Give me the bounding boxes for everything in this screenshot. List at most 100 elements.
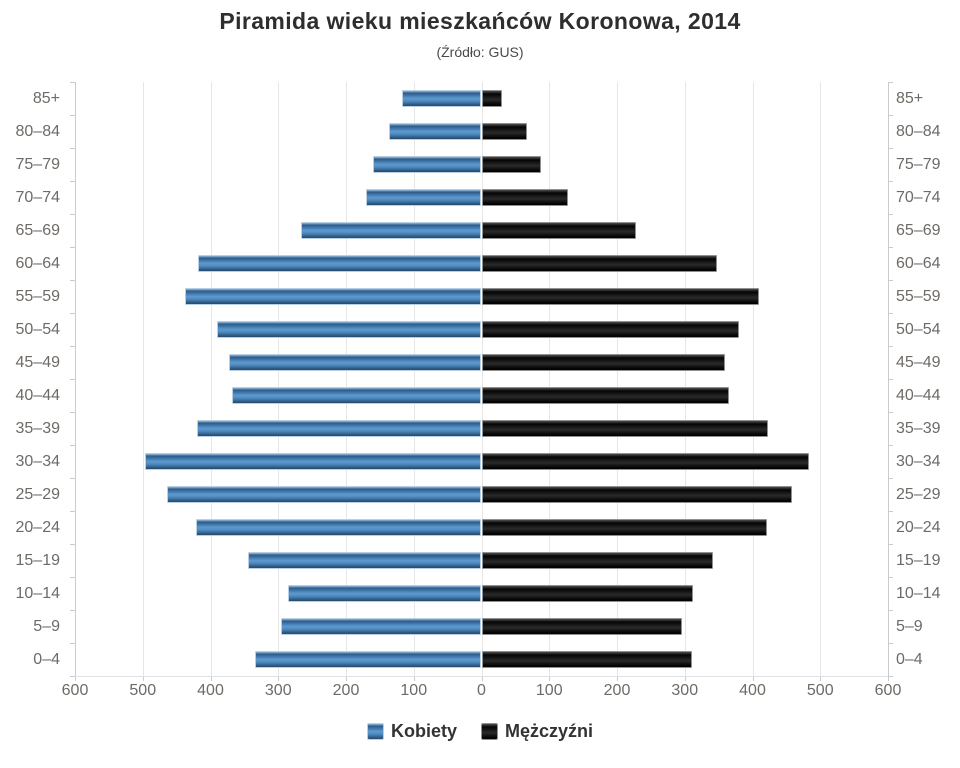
y-axis-label-left: 0–4 [33,651,60,668]
legend-item-mezczyzni[interactable]: Mężczyźni [480,721,593,742]
y-axis-label-left: 25–29 [15,486,61,503]
y-axis-label-left: 55–59 [15,288,61,305]
x-axis-tick-label: 0 [477,682,486,699]
y-axis-tick-left [70,280,75,281]
y-axis-label-right: 50–54 [896,321,941,338]
y-axis-line [75,82,76,676]
x-axis-tick-label: 500 [806,682,834,699]
gridline [210,82,212,676]
y-axis-label-left: 70–74 [15,189,61,206]
y-axis-tick-left [70,577,75,578]
y-axis-tick-left [70,148,75,149]
bar-mezczyzni-15–19 [481,552,714,569]
y-axis-label-right: 45–49 [896,354,941,371]
legend: Kobiety Mężczyźni [0,721,960,742]
gridline [549,82,551,676]
y-axis-label-right: 15–19 [896,552,941,569]
x-axis-tick [549,676,551,681]
y-axis-tick-right [888,478,893,479]
bar-mezczyzni-65–69 [481,222,636,239]
y-axis-label-left: 20–24 [15,519,61,536]
gridline [142,82,144,676]
y-axis-tick-left [70,82,75,83]
bar-kobiety-35–39 [196,420,482,437]
y-axis-label-left: 50–54 [15,321,61,338]
bar-kobiety-10–14 [287,585,482,602]
y-axis-label-right: 40–44 [896,387,941,404]
y-axis-tick-right [888,379,893,380]
y-axis-label-right: 30–34 [896,453,941,470]
y-axis-tick-left [70,445,75,446]
legend-label-kobiety: Kobiety [390,721,457,741]
legend-item-kobiety[interactable]: Kobiety [366,721,457,742]
y-axis-tick-left [70,214,75,215]
y-axis-label-right: 65–69 [896,222,941,239]
x-axis-tick [684,676,686,681]
x-axis-tick-label: 400 [739,682,766,699]
gridline [413,82,415,676]
y-axis-label-left: 65–69 [15,222,61,239]
y-axis-label-left: 10–14 [15,585,61,602]
y-axis-tick-right [888,445,893,446]
bar-mezczyzni-55–59 [481,288,760,305]
bar-mezczyzni-5–9 [481,618,683,635]
x-axis-tick-label: 100 [535,682,563,699]
y-axis-label-right: 25–29 [896,486,941,503]
x-axis-tick [413,676,415,681]
bar-mezczyzni-85+ [481,90,502,107]
x-axis-tick [210,676,212,681]
y-axis-label-left: 45–49 [15,354,61,371]
x-axis-tick [888,676,889,681]
bar-kobiety-30–34 [144,453,482,470]
bar-mezczyzni-75–79 [481,156,542,173]
bar-kobiety-0–4 [254,651,482,668]
bar-kobiety-45–49 [229,354,482,371]
bar-kobiety-75–79 [373,156,482,173]
chart-subtitle: (Źródło: GUS) [436,44,524,60]
y-axis-label-left: 80–84 [15,123,61,140]
y-axis-tick-right [888,181,893,182]
y-axis-tick-left [70,181,75,182]
bar-kobiety-50–54 [217,321,482,338]
x-axis-tick-label: 500 [129,682,157,699]
x-axis-tick [142,676,144,681]
y-axis-label-left: 30–34 [15,453,61,470]
x-axis-tick [481,676,483,681]
y-axis-tick-left [70,478,75,479]
y-axis-label-right: 60–64 [896,255,941,272]
bar-kobiety-70–74 [366,189,482,206]
gridline [820,82,822,676]
y-axis-label-right: 10–14 [896,585,941,602]
bar-kobiety-60–64 [198,255,482,272]
y-axis-tick-right [888,676,893,677]
y-axis-tick-left [70,676,75,677]
gridline [481,82,483,676]
y-axis-tick-right [888,544,893,545]
gridline [617,82,618,676]
chart-title: Piramida wieku mieszkańców Koronowa, 201… [219,8,741,34]
bar-mezczyzni-25–29 [481,486,792,503]
y-axis-label-right: 85+ [896,90,924,107]
x-axis-tick [752,676,754,681]
bar-kobiety-55–59 [185,288,482,305]
bar-mezczyzni-50–54 [481,321,739,338]
y-axis-label-left: 15–19 [15,552,61,569]
bar-kobiety-25–29 [167,486,482,503]
y-axis-tick-left [70,313,75,314]
gridline [752,82,754,676]
bar-kobiety-65–69 [300,222,482,239]
y-axis-tick-right [888,346,893,347]
bar-mezczyzni-35–39 [481,420,769,437]
x-axis-tick-label: 300 [671,682,699,699]
bar-kobiety-85+ [402,90,482,107]
y-axis-tick-left [70,379,75,380]
y-axis-label-left: 5–9 [33,618,60,635]
bar-kobiety-80–84 [389,123,482,140]
bar-mezczyzni-10–14 [481,585,693,602]
gridline [278,82,280,676]
x-axis-tick-label: 600 [61,682,89,699]
bar-mezczyzni-80–84 [481,123,527,140]
y-axis-tick-right [888,214,893,215]
y-axis-label-left: 40–44 [15,387,61,404]
y-axis-tick-left [70,544,75,545]
